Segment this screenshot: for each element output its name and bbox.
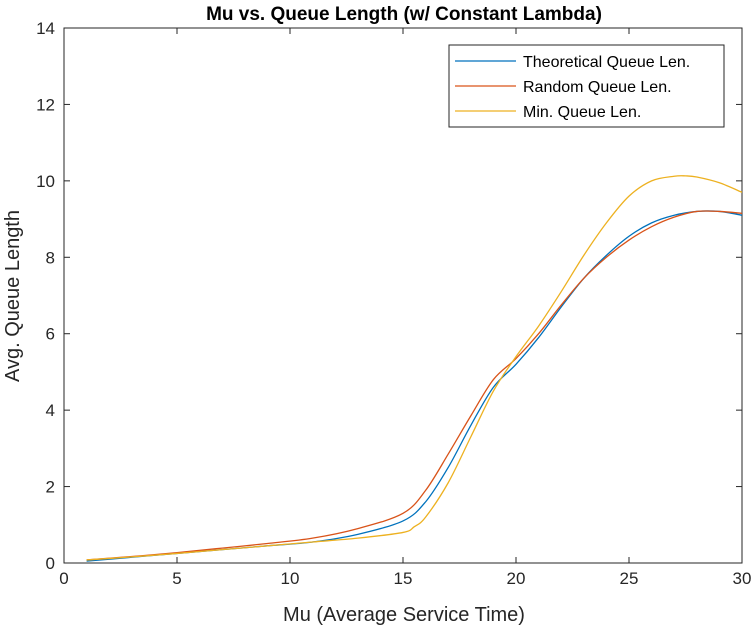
series-line-2 [86, 175, 743, 561]
series-line-0 [86, 210, 743, 562]
legend-entry-label: Min. Queue Len. [523, 104, 641, 121]
y-tick-label: 12 [36, 95, 55, 114]
legend-entry-label: Random Queue Len. [523, 79, 672, 96]
y-tick-label: 10 [36, 172, 55, 191]
y-axis-label: Avg. Queue Length [2, 210, 24, 382]
x-tick-label: 15 [394, 569, 413, 588]
x-tick-label: 10 [281, 569, 300, 588]
y-tick-label: 0 [46, 554, 55, 573]
y-tick-label: 6 [46, 325, 55, 344]
x-tick-label: 5 [172, 569, 181, 588]
axes: 0 5 10 15 20 25 30 0 2 4 6 8 10 12 14 [36, 19, 751, 588]
y-tick-label: 2 [46, 478, 55, 497]
x-axis-label: Mu (Average Service Time) [283, 604, 525, 626]
y-tick-label: 4 [46, 401, 55, 420]
chart-title: Mu vs. Queue Length (w/ Constant Lambda) [206, 4, 602, 25]
legend: Theoretical Queue Len. Random Queue Len. M… [448, 44, 725, 128]
x-tick-label: 0 [59, 569, 68, 588]
series-line-1 [86, 210, 743, 561]
x-tick-label: 20 [507, 569, 526, 588]
y-tick-label: 8 [46, 248, 55, 267]
y-tick-label: 14 [36, 19, 55, 38]
series-layer [86, 175, 743, 562]
legend-entry-label: Theoretical Queue Len. [523, 54, 690, 71]
x-tick-label: 30 [733, 569, 752, 588]
x-tick-label: 25 [620, 569, 639, 588]
